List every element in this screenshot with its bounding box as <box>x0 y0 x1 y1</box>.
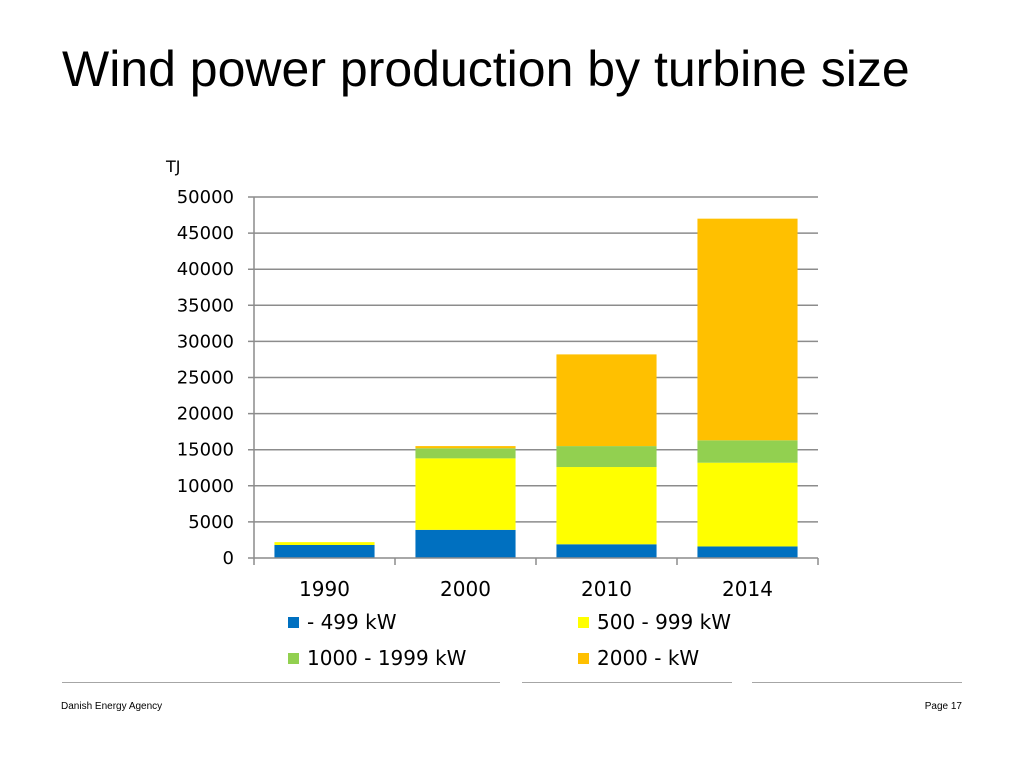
bar-2014-series-3 <box>697 218 798 441</box>
y-tick-label-15000: 15000 <box>177 440 234 461</box>
y-tick-label-35000: 35000 <box>177 295 234 316</box>
legend-label-3: 2000 - kW <box>597 646 700 670</box>
y-tick-label-50000: 50000 <box>177 187 234 208</box>
y-tick-label-25000: 25000 <box>177 368 234 389</box>
bar-2000-series-2 <box>415 448 516 459</box>
bar-2010-series-2 <box>556 446 657 468</box>
legend-label-0: - 499 kW <box>307 610 397 634</box>
axes <box>253 197 819 565</box>
x-tick-label-2010: 2010 <box>581 577 632 601</box>
bar-2014-series-2 <box>697 440 798 463</box>
bar-2010-series-1 <box>556 467 657 545</box>
slide-title: Wind power production by turbine size <box>62 41 910 97</box>
y-tick-label-20000: 20000 <box>177 404 234 425</box>
bar-2000-series-1 <box>415 458 516 530</box>
legend-item-1: 500 - 999 kW <box>578 610 731 634</box>
x-tick-label-2014: 2014 <box>722 577 773 601</box>
y-tick-label-5000: 5000 <box>188 512 234 533</box>
footer-organization: Danish Energy Agency <box>61 701 163 712</box>
legend-item-3: 2000 - kW <box>578 646 699 670</box>
legend-item-2: 1000 - 1999 kW <box>288 646 466 670</box>
legend-swatch-0 <box>288 616 299 628</box>
y-tick-label-10000: 10000 <box>177 476 234 497</box>
bar-2000-series-3 <box>415 446 516 449</box>
tick-labels: 0 5000 10000 15000 20000 25000 30000 35000 40000… <box>177 187 773 601</box>
bar-2000-series-0 <box>415 529 516 558</box>
x-tick-label-2000: 2000 <box>440 577 491 601</box>
stacked-bar-chart: 0 5000 10000 15000 20000 25000 30000 35000 40000… <box>177 187 819 601</box>
bar-2010-series-3 <box>556 354 657 447</box>
y-axis-unit-label: TJ <box>166 157 181 176</box>
legend-label-1: 500 - 999 kW <box>597 610 731 634</box>
x-tick-label-1990: 1990 <box>299 577 350 601</box>
legend-label-2: 1000 - 1999 kW <box>307 646 467 670</box>
bars <box>274 218 798 558</box>
bar-1990-series-1 <box>274 542 375 546</box>
legend-item-0: - 499 kW <box>288 610 396 634</box>
footer-divider-right <box>752 682 962 683</box>
y-tick-label-0: 0 <box>223 548 234 569</box>
footer-page-number: Page 17 <box>924 701 962 712</box>
bar-2014-series-0 <box>697 546 798 558</box>
chart-legend: - 499 kW 500 - 999 kW 1000 - 1999 kW 200… <box>288 610 768 680</box>
y-tick-label-40000: 40000 <box>177 259 234 280</box>
footer-divider-middle <box>522 682 732 683</box>
y-tick-label-30000: 30000 <box>177 331 234 352</box>
y-tick-label-45000: 45000 <box>177 223 234 244</box>
legend-swatch-3 <box>578 652 589 664</box>
legend-swatch-2 <box>288 652 299 664</box>
bar-1990-series-0 <box>274 545 375 558</box>
footer-divider-left <box>62 682 500 683</box>
bar-2014-series-1 <box>697 462 798 547</box>
bar-2010-series-0 <box>556 544 657 558</box>
legend-swatch-1 <box>578 616 589 628</box>
